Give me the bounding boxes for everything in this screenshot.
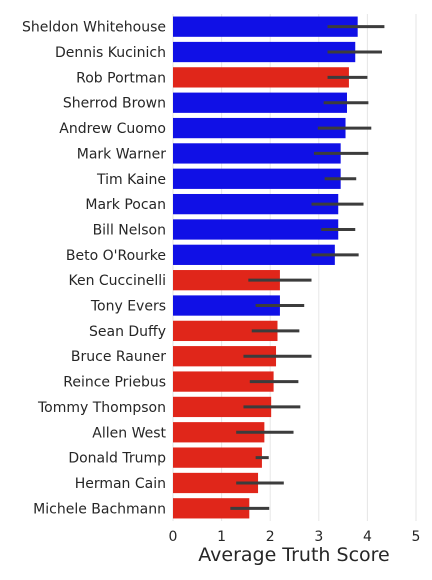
bar [173, 193, 339, 215]
bar [173, 472, 259, 494]
bar [173, 295, 280, 316]
x-tick-label: 1 [217, 529, 226, 545]
bar [173, 498, 250, 519]
category-label: Donald Trump [68, 451, 166, 467]
bar [173, 117, 346, 139]
category-label: Bruce Rauner [71, 349, 166, 365]
bar [173, 41, 356, 63]
bar [173, 168, 341, 189]
category-label: Reince Priebus [63, 375, 166, 391]
x-tick-label: 4 [363, 529, 372, 545]
x-tick-label: 3 [314, 529, 323, 545]
bar [173, 92, 347, 113]
bar-layer [173, 16, 358, 519]
bar [173, 67, 349, 88]
bar [173, 143, 341, 164]
x-tick-label: 2 [266, 529, 275, 545]
category-label: Mark Warner [77, 146, 166, 162]
category-label: Tommy Thompson [37, 400, 166, 416]
grid-layer [172, 14, 417, 521]
category-label-layer: Sheldon Whitehouse Dennis Kucinich Rob Por… [22, 20, 166, 518]
category-label: Beto O'Rourke [66, 248, 166, 264]
bar [173, 422, 265, 443]
category-label: Tim Kaine [96, 172, 166, 188]
x-tick-layer: 0 1 2 3 4 5 [169, 529, 421, 545]
bar [173, 320, 278, 342]
category-label: Bill Nelson [93, 222, 166, 238]
category-label: Michele Bachmann [33, 501, 166, 517]
bar [173, 244, 335, 265]
category-label: Ken Cuccinelli [68, 273, 166, 289]
bar [173, 219, 339, 240]
category-label: Sheldon Whitehouse [22, 20, 166, 36]
x-tick-label: 5 [412, 529, 421, 545]
category-label: Sherrod Brown [63, 96, 166, 112]
x-tick-label: 0 [169, 529, 178, 545]
bar [173, 371, 274, 392]
category-label: Tony Evers [90, 299, 166, 315]
category-label: Allen West [92, 425, 166, 441]
error-bar-layer [230, 25, 385, 510]
category-label: Sean Duffy [89, 324, 166, 340]
bar [173, 270, 280, 291]
category-label: Herman Cain [75, 476, 166, 492]
bar [173, 346, 277, 367]
category-label: Andrew Cuomo [59, 121, 166, 137]
category-label: Mark Pocan [85, 197, 166, 213]
bar [173, 447, 262, 468]
category-label: Dennis Kucinich [55, 45, 166, 61]
category-label: Rob Portman [76, 70, 166, 86]
x-axis-label: Average Truth Score [198, 544, 389, 566]
bar [173, 16, 358, 37]
bar [173, 396, 272, 418]
